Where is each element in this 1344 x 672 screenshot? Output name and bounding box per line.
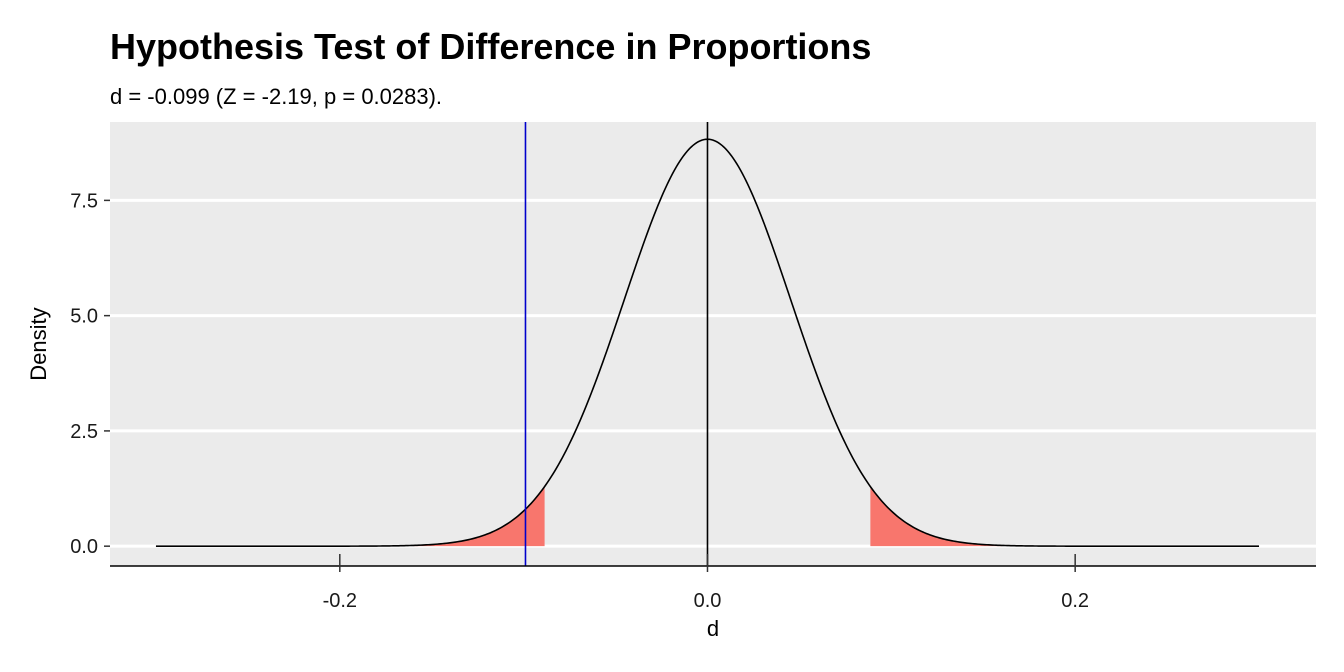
plot-panel bbox=[110, 122, 1316, 566]
chart-title: Hypothesis Test of Difference in Proport… bbox=[110, 26, 872, 67]
chart-subtitle: d = -0.099 (Z = -2.19, p = 0.0283). bbox=[110, 84, 443, 109]
x-tick-label: 0.0 bbox=[694, 590, 722, 612]
rejection-region bbox=[413, 486, 545, 547]
rejection-region bbox=[870, 486, 1002, 547]
x-tick-label: 0.2 bbox=[1061, 590, 1089, 612]
x-tick-label: -0.2 bbox=[323, 590, 357, 612]
y-tick-label: 5.0 bbox=[70, 306, 98, 328]
x-axis-title: d bbox=[707, 616, 719, 641]
y-tick-label: 2.5 bbox=[70, 421, 98, 443]
y-tick-label: 0.0 bbox=[70, 536, 98, 558]
y-axis-title: Density bbox=[26, 307, 51, 380]
y-tick-label: 7.5 bbox=[70, 190, 98, 212]
